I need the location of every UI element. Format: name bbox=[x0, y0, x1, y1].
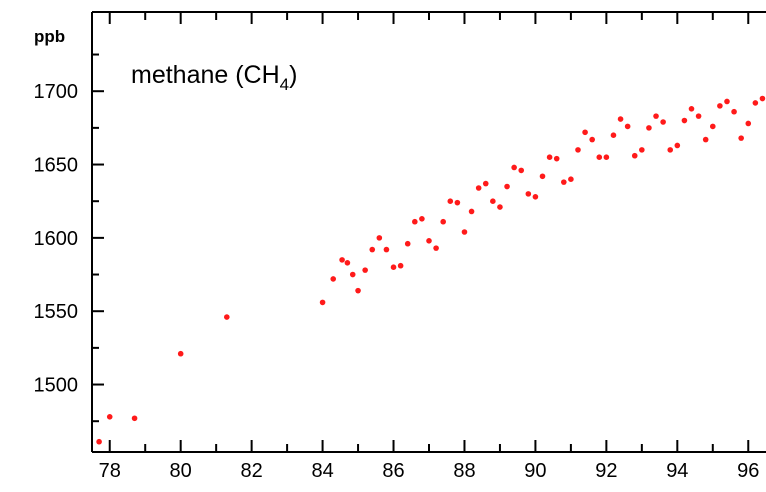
x-tick-label-88: 88 bbox=[453, 460, 475, 482]
data-point-0-56 bbox=[681, 117, 688, 124]
data-point-0-67 bbox=[759, 95, 766, 102]
data-point-0-25 bbox=[461, 229, 468, 235]
data-point-0-28 bbox=[482, 180, 489, 187]
data-point-0-43 bbox=[589, 136, 595, 143]
data-point-0-63 bbox=[731, 108, 737, 115]
data-point-0-8 bbox=[344, 260, 351, 266]
data-point-0-0 bbox=[96, 438, 102, 445]
data-point-0-52 bbox=[653, 113, 659, 119]
data-point-0-1 bbox=[106, 414, 113, 420]
data-point-0-55 bbox=[674, 142, 681, 149]
data-point-0-64 bbox=[738, 135, 744, 141]
data-point-0-38 bbox=[553, 155, 560, 162]
x-tick-label-94: 94 bbox=[666, 460, 688, 482]
data-point-0-16 bbox=[397, 262, 404, 269]
data-points bbox=[96, 95, 766, 445]
chart-title-suffix: ) bbox=[289, 61, 297, 89]
y-tick-label-1550: 1550 bbox=[34, 301, 79, 323]
data-point-0-18 bbox=[412, 218, 418, 225]
x-tick-label-82: 82 bbox=[241, 460, 263, 482]
data-point-0-6 bbox=[330, 276, 337, 282]
data-point-0-51 bbox=[646, 125, 652, 131]
x-tick-label-84: 84 bbox=[311, 460, 333, 482]
data-point-0-65 bbox=[745, 120, 752, 127]
data-point-0-58 bbox=[695, 113, 702, 119]
data-point-0-11 bbox=[362, 267, 368, 273]
data-point-0-20 bbox=[426, 238, 432, 244]
data-point-0-14 bbox=[383, 246, 390, 253]
y-tick-label-1600: 1600 bbox=[34, 228, 79, 250]
axis-ticks bbox=[92, 12, 750, 452]
data-point-0-24 bbox=[454, 199, 461, 206]
data-point-0-59 bbox=[702, 136, 709, 143]
x-tick-label-96: 96 bbox=[737, 460, 759, 482]
data-point-0-4 bbox=[224, 314, 230, 320]
data-point-0-48 bbox=[624, 123, 631, 130]
data-point-0-9 bbox=[349, 271, 356, 278]
data-point-0-2 bbox=[131, 415, 138, 422]
data-point-0-29 bbox=[490, 198, 496, 204]
data-point-0-33 bbox=[518, 167, 525, 174]
y-tick-label-1500: 1500 bbox=[34, 375, 79, 397]
y-tick-label-1650: 1650 bbox=[34, 155, 79, 177]
data-point-0-37 bbox=[546, 154, 553, 160]
data-point-0-66 bbox=[752, 100, 759, 106]
data-point-0-31 bbox=[504, 183, 510, 190]
data-point-0-40 bbox=[568, 176, 574, 182]
data-point-0-17 bbox=[404, 240, 411, 247]
data-point-0-53 bbox=[660, 119, 666, 125]
data-point-0-30 bbox=[497, 204, 503, 210]
data-point-0-22 bbox=[440, 218, 446, 225]
data-point-0-21 bbox=[433, 245, 439, 251]
data-point-0-5 bbox=[319, 299, 326, 306]
data-point-0-39 bbox=[561, 179, 567, 185]
x-tick-label-86: 86 bbox=[382, 460, 404, 482]
data-point-0-42 bbox=[582, 129, 588, 136]
data-point-0-10 bbox=[355, 287, 361, 294]
data-point-0-36 bbox=[539, 173, 546, 180]
data-point-0-34 bbox=[525, 191, 532, 197]
chart-title: methane (CH4) bbox=[131, 61, 297, 94]
data-point-0-62 bbox=[724, 98, 730, 105]
data-point-0-41 bbox=[575, 147, 581, 153]
x-tick-label-78: 78 bbox=[99, 460, 121, 482]
data-point-0-7 bbox=[339, 257, 345, 263]
data-point-0-13 bbox=[376, 235, 383, 241]
data-point-0-57 bbox=[688, 106, 695, 112]
x-tick-label-92: 92 bbox=[595, 460, 617, 482]
data-point-0-47 bbox=[617, 116, 624, 122]
y-axis-label: ppb bbox=[34, 27, 65, 46]
x-tick-label-90: 90 bbox=[524, 460, 546, 482]
data-point-0-23 bbox=[447, 198, 454, 204]
data-point-0-35 bbox=[532, 194, 539, 200]
data-point-0-32 bbox=[511, 164, 517, 171]
data-point-0-46 bbox=[610, 132, 617, 138]
data-point-0-12 bbox=[369, 246, 376, 253]
chart-title-subscript: 4 bbox=[280, 75, 289, 94]
data-point-0-49 bbox=[631, 152, 638, 159]
data-point-0-19 bbox=[419, 216, 425, 222]
y-tick-label-1700: 1700 bbox=[34, 81, 79, 103]
data-point-0-60 bbox=[709, 123, 716, 130]
data-point-0-54 bbox=[667, 147, 674, 153]
axis-tick-labels: 78 80 82 84 86 88 90 92 94 96 1500 1550 1600 1650 1700 bbox=[34, 81, 760, 482]
x-tick-label-80: 80 bbox=[170, 460, 192, 482]
data-point-0-26 bbox=[468, 208, 475, 215]
data-point-0-45 bbox=[603, 154, 610, 160]
data-point-0-44 bbox=[596, 154, 603, 160]
data-point-0-3 bbox=[177, 350, 184, 357]
data-point-0-27 bbox=[475, 185, 482, 191]
data-point-0-15 bbox=[390, 264, 397, 271]
data-point-0-50 bbox=[639, 147, 645, 153]
data-point-0-61 bbox=[717, 103, 723, 109]
chart-title-main: methane (CH bbox=[131, 61, 280, 89]
